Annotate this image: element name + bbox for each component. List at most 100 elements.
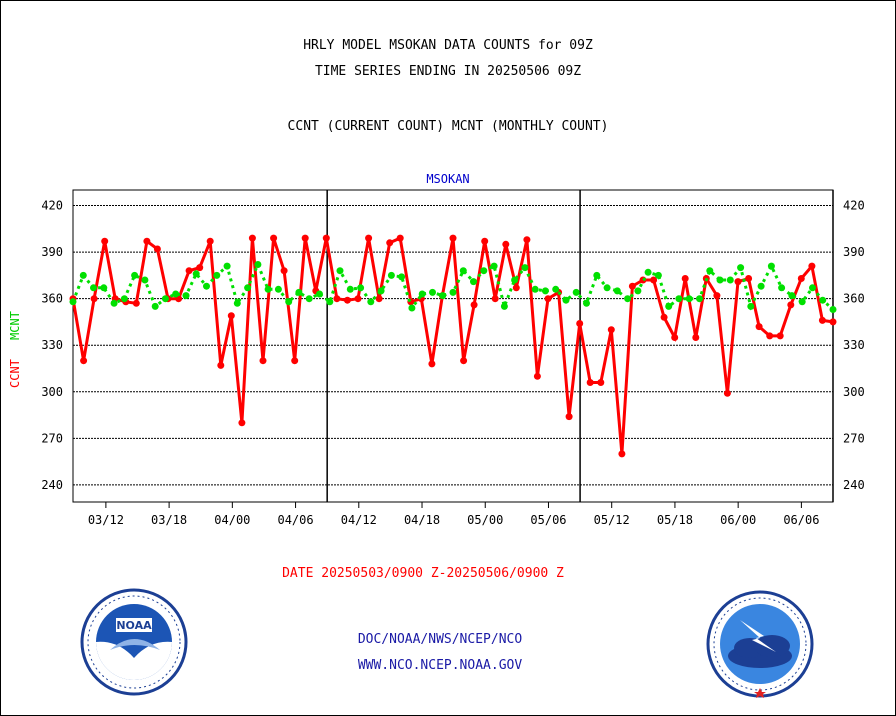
data-point-mcnt [161, 295, 169, 303]
data-point-ccnt [375, 295, 383, 303]
data-point-mcnt [798, 298, 806, 306]
y-tick-label-right: 270 [843, 431, 865, 445]
data-point-mcnt [737, 264, 745, 272]
data-point-ccnt [565, 413, 573, 421]
data-point-mcnt [665, 302, 673, 310]
data-point-mcnt [367, 298, 375, 306]
data-point-ccnt [512, 284, 520, 292]
data-point-mcnt [100, 284, 108, 292]
data-point-ccnt [333, 295, 341, 303]
website-link[interactable]: WWW.NCO.NCEP.NOAA.GOV [357, 658, 523, 673]
data-point-mcnt [829, 306, 837, 313]
data-point-ccnt [766, 332, 774, 340]
data-point-ccnt [481, 237, 489, 245]
x-tick-label: 05/12 [594, 513, 630, 527]
data-point-mcnt [326, 298, 334, 306]
data-point-ccnt [132, 299, 140, 307]
data-point-mcnt [377, 287, 385, 295]
data-point-mcnt [788, 292, 796, 300]
data-point-ccnt [808, 262, 816, 270]
data-point-mcnt [521, 264, 529, 272]
y-tick-label-left: 420 [41, 199, 63, 213]
data-point-mcnt [449, 288, 457, 296]
data-point-ccnt [755, 323, 763, 331]
data-point-ccnt [449, 234, 457, 242]
data-point-ccnt [143, 237, 151, 245]
data-point-ccnt [270, 234, 278, 242]
data-point-ccnt [597, 379, 605, 386]
data-point-ccnt [322, 234, 330, 242]
y-tick-label-left: 330 [41, 338, 63, 352]
data-point-ccnt [692, 334, 700, 341]
data-point-mcnt [778, 284, 786, 292]
y-tick-label-left: 360 [41, 292, 63, 306]
data-point-ccnt [396, 234, 404, 242]
data-point-mcnt [819, 296, 827, 304]
y-tick-label-right: 240 [843, 478, 865, 492]
data-point-mcnt [192, 270, 200, 278]
data-point-mcnt [387, 271, 395, 279]
data-point-mcnt [747, 302, 755, 310]
data-point-ccnt [291, 357, 299, 365]
data-point-mcnt [809, 284, 816, 292]
data-point-ccnt [227, 312, 235, 320]
data-point-mcnt [295, 288, 303, 296]
data-point-ccnt [776, 332, 784, 340]
data-point-ccnt [586, 379, 594, 386]
data-point-ccnt [90, 295, 98, 303]
doc-link[interactable]: DOC/NOAA/NWS/NCEP/NCO [357, 632, 523, 647]
data-point-mcnt [357, 284, 365, 292]
data-point-mcnt [613, 287, 621, 295]
svg-text:NOAA: NOAA [116, 619, 152, 632]
x-tick-label: 04/12 [341, 513, 377, 527]
station-label: MSOKAN [426, 172, 470, 186]
data-point-mcnt [408, 304, 416, 312]
x-tick-label: 04/06 [277, 513, 313, 527]
data-point-ccnt [681, 275, 689, 282]
chart-subtitle-counts: CCNT (CURRENT COUNT) MCNT (MONTHLY COUNT… [287, 119, 609, 134]
data-point-ccnt [153, 245, 161, 253]
y-tick-label-left: 300 [41, 385, 63, 399]
data-point-mcnt [541, 287, 549, 295]
data-point-ccnt [259, 357, 267, 365]
data-point-mcnt [644, 268, 652, 276]
x-tick-label: 05/18 [657, 513, 693, 527]
data-point-ccnt [217, 361, 225, 369]
date-range: DATE 20250503/0900 Z-20250506/0900 Z [282, 566, 564, 581]
y-tick-label-right: 390 [843, 245, 865, 259]
data-point-ccnt [523, 236, 531, 244]
data-point-mcnt [172, 290, 180, 298]
data-point-ccnt [502, 240, 510, 248]
data-point-ccnt [797, 275, 805, 282]
data-point-ccnt [80, 357, 88, 365]
data-point-ccnt [818, 316, 826, 324]
data-point-ccnt [576, 320, 584, 327]
data-point-mcnt [90, 284, 97, 292]
data-point-mcnt [316, 290, 323, 298]
data-point-ccnt [787, 301, 795, 309]
data-point-ccnt [829, 318, 837, 326]
data-point-mcnt [429, 288, 436, 296]
data-point-ccnt [650, 276, 658, 284]
data-point-mcnt [398, 273, 406, 281]
data-point-mcnt [151, 302, 159, 310]
data-point-mcnt [603, 284, 611, 292]
data-point-mcnt [696, 295, 703, 303]
data-point-mcnt [675, 295, 683, 303]
y-tick-label-right: 420 [843, 199, 865, 213]
data-point-mcnt [562, 296, 570, 304]
data-point-ccnt [533, 372, 541, 380]
data-point-ccnt [618, 450, 626, 458]
data-point-mcnt [182, 292, 190, 300]
data-point-mcnt [480, 267, 488, 275]
data-point-mcnt [459, 267, 467, 275]
data-point-ccnt [343, 296, 351, 304]
data-point-mcnt [593, 271, 601, 279]
data-point-mcnt [223, 262, 231, 270]
chart-subtitle-time: TIME SERIES ENDING IN 20250506 09Z [314, 64, 582, 79]
data-point-ccnt [248, 234, 256, 242]
national-weather-service-logo [706, 590, 814, 698]
data-point-mcnt [500, 302, 508, 310]
data-point-mcnt [685, 295, 693, 303]
